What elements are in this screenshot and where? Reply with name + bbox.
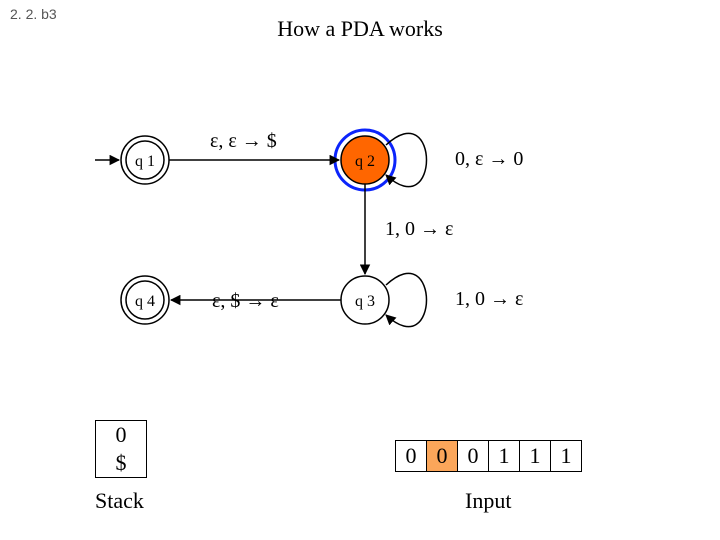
pda-diagram: q 1 q 2 q 3 q 4: [0, 0, 720, 400]
input-cell-0: 0: [396, 441, 427, 472]
stack-box: 0 $: [95, 420, 147, 478]
edge-q3-loop: [386, 273, 427, 326]
state-q2-label: q 2: [355, 153, 375, 170]
label-q2-q3: 1, 0 → ε: [385, 218, 453, 241]
input-label: Input: [465, 488, 511, 514]
input-tape: 0 0 0 1 1 1: [395, 440, 582, 472]
state-q4-label: q 4: [135, 293, 155, 310]
input-cell-2: 0: [458, 441, 489, 472]
stack-label: Stack: [95, 488, 144, 514]
label-q1-q2: ε, ε → $: [210, 130, 277, 153]
stack-cell-0: 0: [96, 421, 146, 449]
stack-cell-1: $: [96, 449, 146, 477]
input-cell-5: 1: [551, 441, 582, 472]
edge-q2-loop: [386, 133, 427, 186]
state-q3-label: q 3: [355, 293, 375, 310]
input-cell-4: 1: [520, 441, 551, 472]
input-cell-1: 0: [427, 441, 458, 472]
label-q2-loop: 0, ε → 0: [455, 148, 523, 171]
label-q3-q4: ε, $ → ε: [212, 290, 279, 313]
label-q3-loop: 1, 0 → ε: [455, 288, 523, 311]
input-cell-3: 1: [489, 441, 520, 472]
state-q1-label: q 1: [135, 153, 155, 170]
